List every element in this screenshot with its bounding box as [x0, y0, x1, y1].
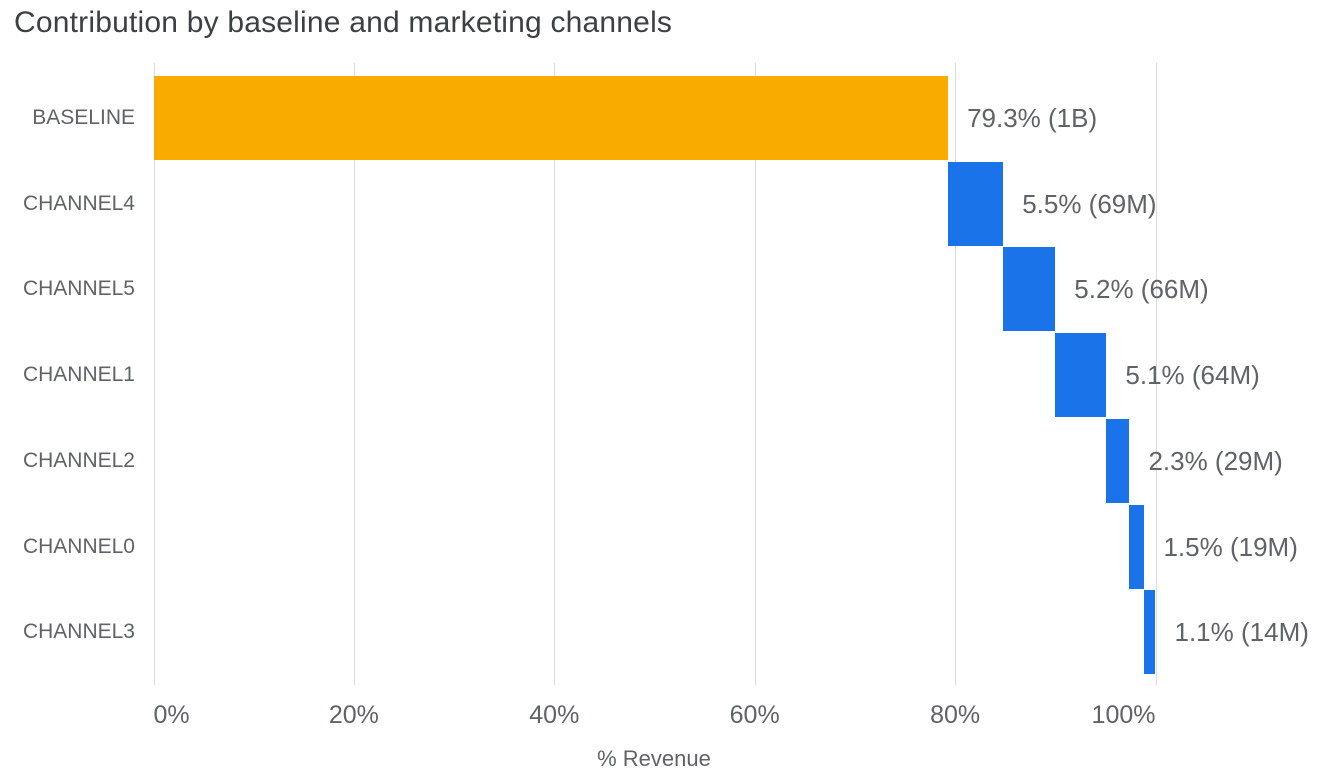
- x-tick-label-20: 20%: [328, 701, 379, 729]
- bar-channel5[interactable]: [1003, 247, 1056, 332]
- value-label-channel1: 5.1% (64M): [1125, 360, 1260, 391]
- x-tick-label-60: 60%: [729, 701, 780, 729]
- gridline-40: [554, 63, 556, 685]
- chart-title: Contribution by baseline and marketing c…: [14, 6, 673, 39]
- bar-channel4[interactable]: [948, 161, 1004, 246]
- category-label-channel4: CHANNEL4: [22, 191, 135, 215]
- x-tick-label-40: 40%: [529, 701, 580, 729]
- value-label-channel2: 2.3% (29M): [1148, 445, 1283, 476]
- gridline-100: [1155, 63, 1157, 685]
- category-label-channel1: CHANNEL1: [22, 363, 135, 387]
- x-tick-label-0: 0%: [153, 701, 190, 729]
- gridline-80: [955, 63, 957, 685]
- bar-baseline[interactable]: [153, 76, 949, 160]
- x-axis-title: % Revenue: [597, 746, 711, 771]
- value-label-baseline: 79.3% (1B): [967, 103, 1098, 133]
- category-label-channel2: CHANNEL2: [22, 448, 135, 472]
- category-label-channel5: CHANNEL5: [22, 277, 135, 301]
- bar-channel1[interactable]: [1055, 333, 1107, 418]
- gridline-0: [153, 63, 155, 685]
- value-label-channel0: 1.5% (19M): [1163, 531, 1298, 562]
- value-label-channel3: 1.1% (14M): [1174, 617, 1309, 648]
- category-label-channel0: CHANNEL0: [22, 534, 135, 558]
- bar-channel2[interactable]: [1106, 418, 1130, 503]
- x-tick-label-80: 80%: [930, 701, 981, 729]
- category-label-baseline: BASELINE: [32, 106, 135, 129]
- x-tick-label-100: 100%: [1091, 701, 1156, 729]
- bar-channel0[interactable]: [1129, 504, 1145, 589]
- category-label-channel3: CHANNEL3: [22, 620, 135, 644]
- bar-channel3[interactable]: [1144, 590, 1156, 675]
- gridline-20: [353, 63, 355, 685]
- gridline-60: [754, 63, 756, 685]
- value-label-channel4: 5.5% (69M): [1022, 188, 1157, 219]
- value-label-channel5: 5.2% (66M): [1074, 274, 1209, 305]
